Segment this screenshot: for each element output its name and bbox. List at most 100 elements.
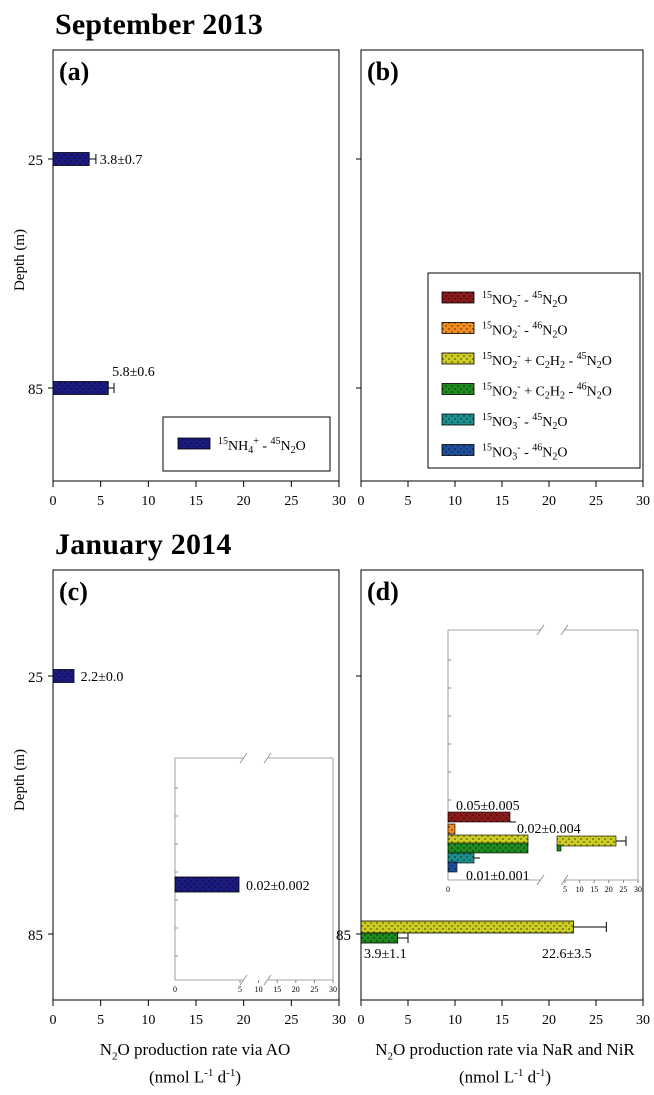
legend-box-b [427,272,641,469]
data-label-a-85: 5.8±0.6 [112,365,155,380]
bar-d-inset-texture [448,835,528,845]
inset-d-tick-label: 25 [619,885,627,894]
panel-letter-0: (a) [59,57,89,86]
inset-c-break-mark [263,752,272,764]
legend-swatch-texture [178,438,210,449]
x-tick-label: 15 [495,494,509,509]
x-tick-label: 10 [141,1013,155,1028]
y-tick-label: 85 [336,928,351,944]
y-tick-label: 25 [28,670,43,686]
legend-label-b-4: 15NO3- - 45N2O [482,412,568,432]
legend-swatch-texture [442,383,474,395]
x-axis-units-right: (nmol L-1 d-1) [458,1067,551,1087]
legend-label-b-0: 15NO2- - 45N2O [482,290,568,310]
inset-d-break-mark [536,624,545,636]
data-label-d-c2h2-46: 3.9±1.1 [364,947,407,962]
x-tick-label: 10 [141,494,155,509]
panel-letter-2: (c) [59,577,88,606]
data-label-c-25: 2.2±0.0 [81,670,124,685]
inset-d-tick-label: 15 [590,885,598,894]
bar-a-85-texture [53,381,109,395]
x-tick-label: 30 [636,1013,650,1028]
x-axis-units-left: (nmol L-1 d-1) [148,1067,241,1087]
x-axis-label-left: N2O production rate via AO [99,1040,291,1063]
x-tick-label: 20 [542,1013,556,1028]
inset-c-tick-label: 25 [310,985,318,994]
inset-d-break-mark [560,624,569,636]
inset-c-break-mark [263,974,272,986]
bar-d-85-c2h2-45-texture [361,921,574,933]
inset-d-tick-label: 0 [446,885,450,894]
bar-d-inset-texture [448,853,474,863]
inset-c-break-mark [239,974,248,986]
legend-swatch-texture [442,353,474,364]
x-tick-label: 25 [589,1013,603,1028]
inset-d-break-mark [536,874,545,886]
data-label-d-c2h2-45: 22.6±3.5 [542,947,592,962]
inset-d-tick-label: 5 [563,885,567,894]
panel-letter-1: (b) [367,57,399,86]
data-label-d-no3-46: 0.01±0.001 [466,869,530,884]
x-tick-label: 30 [332,494,346,509]
bar-d-inset-texture [448,812,510,822]
legend-label-b-5: 15NO3- - 46N2O [482,443,568,463]
legend-swatch-texture [442,322,474,334]
inset-c-tick-label: 5 [238,985,242,994]
x-tick-label: 5 [405,494,412,509]
legend-label-b-3: 15NO2- + C2H2 - 46N2O [482,382,612,402]
legend-label-a-0: 15NH4+ - 45N2O [218,436,306,456]
x-tick-label: 10 [448,1013,462,1028]
inset-c-tick-label: 30 [329,985,337,994]
section-title-january: January 2014 [55,528,232,561]
bar-c-25-texture [53,669,74,683]
inset-c-tick-label: 15 [273,985,281,994]
x-tick-label: 25 [284,1013,298,1028]
x-tick-label: 20 [237,1013,251,1028]
data-label-d-no3-45: 0.02±0.004 [517,822,581,837]
y-tick-label: 85 [28,382,43,398]
panel-frame-3 [360,569,644,1001]
y-tick-label: 85 [28,928,43,944]
bar-d-inset-texture [448,843,528,853]
section-title-september: September 2013 [55,8,264,41]
x-tick-label: 5 [97,494,104,509]
inset-d-tick-label: 10 [576,885,584,894]
x-axis-label-right: N2O production rate via NaR and NiR [375,1040,635,1063]
inset-c-tick-label: 0 [173,985,177,994]
legend-swatch-texture [442,292,474,303]
x-tick-label: 5 [405,1013,412,1028]
y-axis-label: Depth (m) [12,229,28,291]
y-tick-label: 25 [28,153,43,169]
bar-d-85-c2h2-46-texture [361,933,398,943]
data-label-c-85: 0.02±0.002 [246,879,310,894]
x-tick-label: 0 [50,494,57,509]
x-tick-label: 0 [50,1013,57,1028]
bar-d-inset-c2h2-46-cont [556,844,562,852]
x-tick-label: 15 [189,494,203,509]
x-tick-label: 25 [284,494,298,509]
data-label-a-25: 3.8±0.7 [100,153,143,168]
bar-c-85-inset-texture [175,877,239,892]
x-tick-label: 15 [189,1013,203,1028]
inset-c-tick-label: 20 [292,985,300,994]
x-tick-label: 30 [636,494,650,509]
inset-c-tick-label: 10 [255,985,263,994]
x-tick-label: 20 [237,494,251,509]
x-tick-label: 10 [448,494,462,509]
bar-a-25-texture [53,152,90,166]
x-tick-label: 5 [97,1013,104,1028]
x-tick-label: 15 [495,1013,509,1028]
panel-letter-3: (d) [367,577,399,606]
inset-d-tick-label: 30 [634,885,642,894]
x-tick-label: 0 [358,1013,365,1028]
inset-c-break-mark [239,752,248,764]
bar-d-inset-texture [448,862,457,872]
legend-label-b-1: 15NO2- - 46N2O [482,321,568,341]
bar-d-inset-texture [557,836,616,846]
x-tick-label: 0 [358,494,365,509]
x-tick-label: 20 [542,494,556,509]
inset-d-tick-label: 20 [605,885,613,894]
legend-swatch-texture [442,444,474,456]
legend-swatch-texture [442,414,474,425]
